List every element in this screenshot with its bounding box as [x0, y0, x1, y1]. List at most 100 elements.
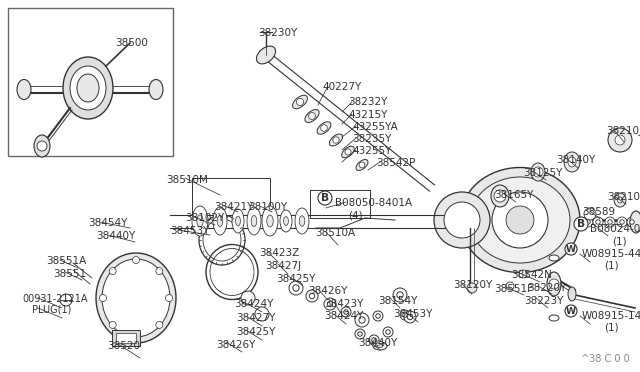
Ellipse shape	[77, 74, 99, 102]
Text: 40227Y: 40227Y	[322, 82, 361, 92]
Ellipse shape	[547, 272, 561, 296]
Text: 38210Y: 38210Y	[607, 192, 640, 202]
Text: 38542N: 38542N	[511, 270, 552, 280]
Bar	[112, 330, 140, 346]
Circle shape	[296, 99, 303, 106]
Text: 38426Y: 38426Y	[216, 340, 255, 350]
Circle shape	[156, 267, 163, 275]
Circle shape	[344, 310, 348, 314]
Circle shape	[355, 313, 369, 327]
Text: 38210J: 38210J	[606, 126, 640, 136]
Ellipse shape	[251, 215, 257, 227]
Ellipse shape	[330, 134, 342, 146]
Text: 38425Y: 38425Y	[276, 274, 316, 284]
Circle shape	[584, 208, 596, 220]
Circle shape	[359, 162, 365, 168]
Circle shape	[60, 294, 72, 306]
Bar	[116, 333, 136, 343]
Text: 38140Y: 38140Y	[556, 155, 595, 165]
Ellipse shape	[356, 160, 368, 170]
Circle shape	[156, 321, 163, 328]
Text: W08915-44000: W08915-44000	[582, 249, 640, 259]
Circle shape	[327, 301, 333, 307]
Circle shape	[400, 310, 410, 320]
Text: 38440Y: 38440Y	[358, 338, 397, 348]
Text: 38542P: 38542P	[376, 158, 415, 168]
Ellipse shape	[197, 215, 204, 227]
Ellipse shape	[292, 95, 307, 109]
Text: 38425Y: 38425Y	[236, 327, 275, 337]
Text: 38589: 38589	[582, 207, 615, 217]
Ellipse shape	[192, 206, 208, 236]
Circle shape	[506, 206, 534, 234]
Ellipse shape	[342, 146, 355, 158]
Circle shape	[404, 311, 416, 323]
Circle shape	[132, 257, 140, 263]
Text: (1): (1)	[612, 236, 627, 246]
Circle shape	[109, 321, 116, 328]
Text: 38423Z: 38423Z	[259, 248, 300, 258]
Ellipse shape	[96, 253, 176, 343]
Text: 38232Y: 38232Y	[348, 97, 387, 107]
Circle shape	[574, 217, 588, 231]
Ellipse shape	[247, 207, 261, 235]
Ellipse shape	[549, 315, 559, 321]
Ellipse shape	[568, 287, 576, 301]
Ellipse shape	[295, 208, 309, 234]
Ellipse shape	[373, 342, 387, 350]
Text: 38223Y: 38223Y	[524, 296, 563, 306]
Circle shape	[444, 202, 480, 238]
Circle shape	[341, 307, 351, 317]
Circle shape	[355, 329, 365, 339]
Circle shape	[99, 295, 106, 301]
Circle shape	[293, 285, 299, 291]
Circle shape	[519, 270, 527, 278]
Circle shape	[617, 217, 627, 227]
Text: 38453Y: 38453Y	[170, 226, 209, 236]
Bar	[8, 8, 173, 156]
Text: 38421Y: 38421Y	[214, 202, 253, 212]
Text: 38453Y: 38453Y	[393, 309, 433, 319]
Ellipse shape	[376, 343, 381, 345]
Ellipse shape	[377, 344, 383, 347]
Text: 38165Y: 38165Y	[494, 190, 533, 200]
Circle shape	[397, 292, 403, 298]
Text: (1): (1)	[604, 323, 619, 333]
Text: 38500: 38500	[115, 38, 148, 48]
Circle shape	[407, 314, 413, 320]
Ellipse shape	[568, 157, 576, 167]
Ellipse shape	[262, 206, 278, 236]
Text: 38551F: 38551F	[494, 284, 533, 294]
Ellipse shape	[618, 197, 623, 203]
Text: 00931-2121A: 00931-2121A	[22, 294, 88, 304]
Circle shape	[376, 314, 380, 318]
Circle shape	[358, 332, 362, 336]
Circle shape	[565, 243, 577, 255]
Text: 38230Y: 38230Y	[258, 28, 297, 38]
Circle shape	[318, 191, 332, 205]
Circle shape	[608, 128, 632, 152]
Circle shape	[596, 220, 600, 224]
Text: 38454Y: 38454Y	[88, 218, 127, 228]
Circle shape	[345, 149, 351, 155]
Text: ^38 C 0 0: ^38 C 0 0	[581, 354, 630, 364]
Text: W: W	[566, 244, 576, 253]
Circle shape	[593, 217, 603, 227]
Text: 38100Y: 38100Y	[248, 202, 287, 212]
Text: 38424Y: 38424Y	[324, 311, 364, 321]
Ellipse shape	[491, 185, 509, 207]
Ellipse shape	[213, 207, 227, 235]
Ellipse shape	[564, 152, 580, 172]
Circle shape	[37, 141, 47, 151]
Text: 38427J: 38427J	[265, 261, 301, 271]
Ellipse shape	[317, 122, 331, 134]
Ellipse shape	[305, 109, 319, 122]
Circle shape	[630, 220, 634, 224]
Ellipse shape	[470, 177, 570, 263]
Ellipse shape	[531, 163, 545, 181]
Text: (1): (1)	[604, 261, 619, 271]
Circle shape	[132, 333, 140, 340]
Ellipse shape	[241, 291, 255, 305]
Text: B: B	[577, 219, 585, 229]
Circle shape	[333, 137, 339, 143]
